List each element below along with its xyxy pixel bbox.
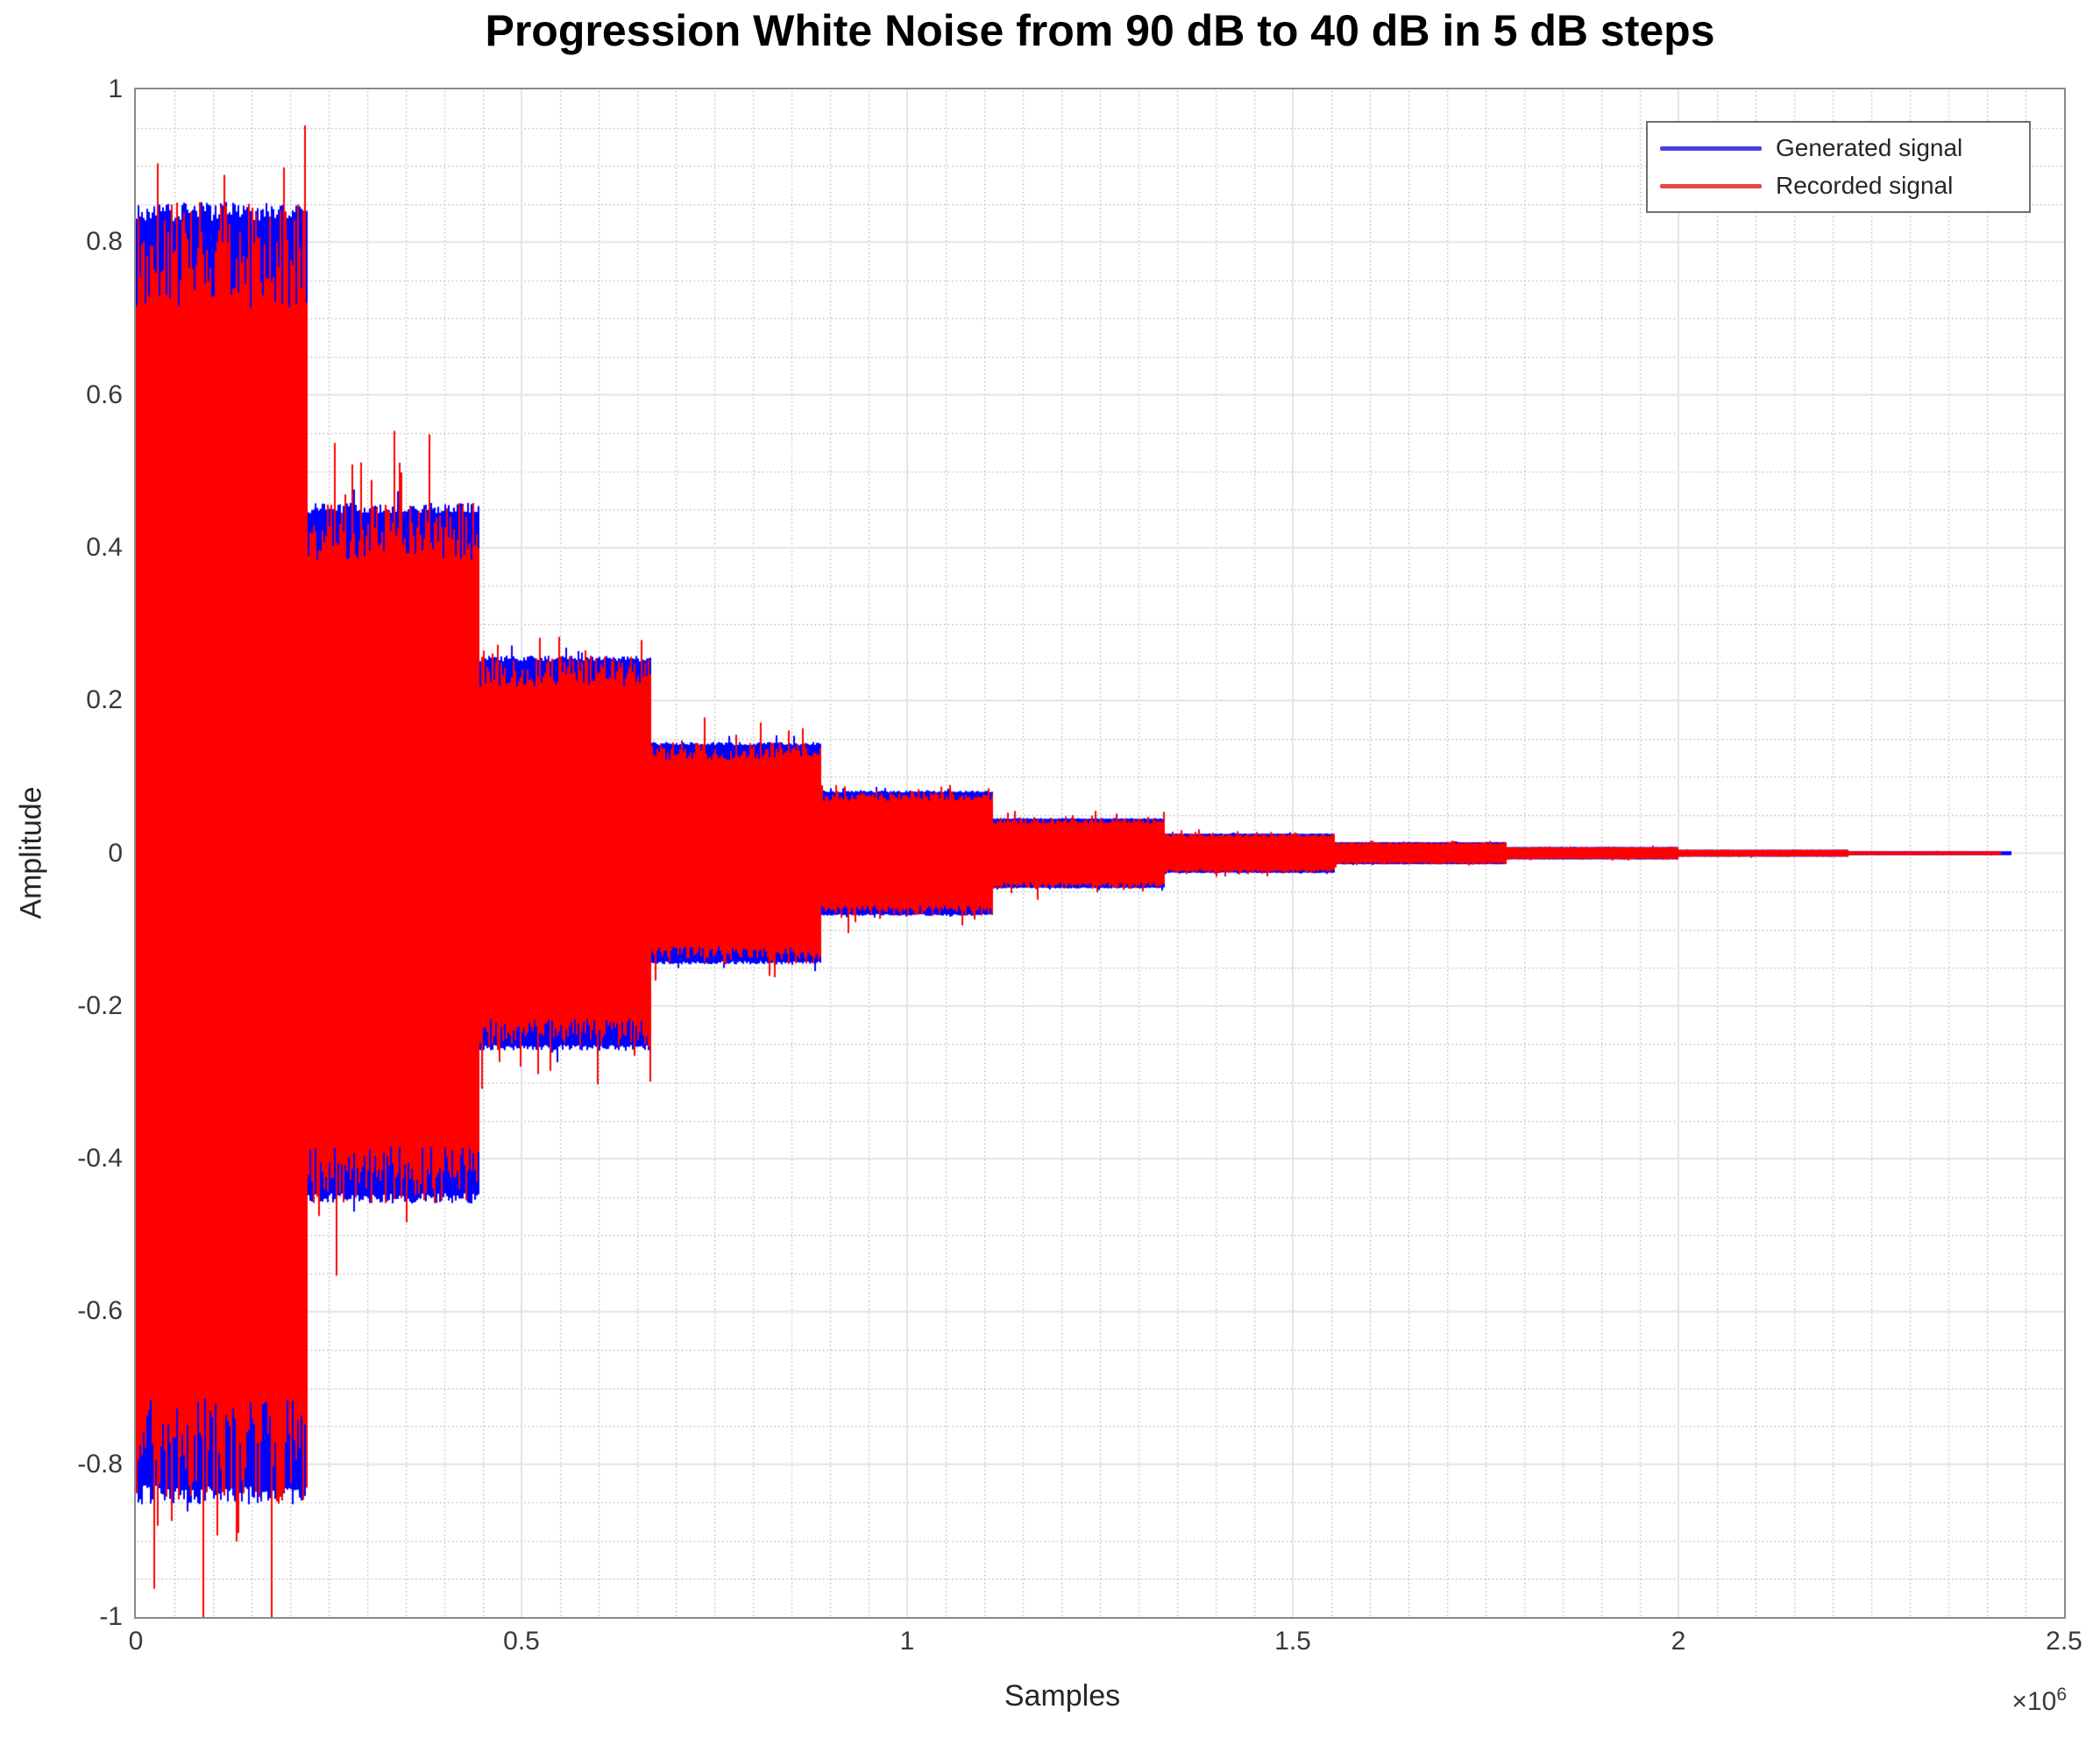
legend-label-recorded: Recorded signal [1776, 172, 1954, 199]
generated-signal-line-swatch [1660, 145, 1762, 151]
x-tick-label: 0 [128, 1627, 144, 1656]
legend-label-generated: Generated signal [1776, 134, 1963, 161]
legend-row-generated: Generated signal [1660, 134, 2017, 162]
legend: Generated signal Recorded signal [1646, 121, 2031, 213]
plot-area [136, 89, 2064, 1617]
x-axis-exponent-label: ×106 [1942, 1685, 2067, 1717]
x-tick-label: 1.5 [1274, 1627, 1311, 1656]
legend-row-recorded: Recorded signal [1660, 172, 2017, 200]
y-tick-label: 0.2 [86, 685, 123, 715]
y-tick-label: -0.6 [77, 1296, 123, 1326]
x-tick-label: 1 [899, 1627, 915, 1656]
chart-title: Progression White Noise from 90 dB to 40… [485, 6, 1715, 55]
y-tick-label: -0.2 [77, 990, 123, 1020]
y-tick-label: 1 [108, 74, 123, 103]
y-tick-label: 0.8 [86, 227, 123, 257]
y-tick-label: -0.8 [77, 1449, 123, 1479]
x-exponent-power: 6 [2056, 1685, 2067, 1705]
y-tick-label: 0.6 [86, 379, 123, 409]
y-tick-label: -1 [99, 1602, 123, 1631]
x-tick-label: 2.5 [2046, 1627, 2082, 1656]
recorded-signal-line-swatch [1660, 183, 1762, 188]
y-tick-label: 0 [108, 838, 123, 868]
x-axis-label: Samples [1004, 1679, 1121, 1713]
x-exponent-base: ×10 [2011, 1687, 2057, 1716]
y-tick-label: -0.4 [77, 1144, 123, 1174]
y-tick-label: 0.4 [86, 532, 123, 562]
x-tick-label: 2 [1671, 1627, 1686, 1656]
y-axis-label: Amplitude [14, 786, 48, 919]
x-tick-label: 0.5 [503, 1627, 540, 1656]
